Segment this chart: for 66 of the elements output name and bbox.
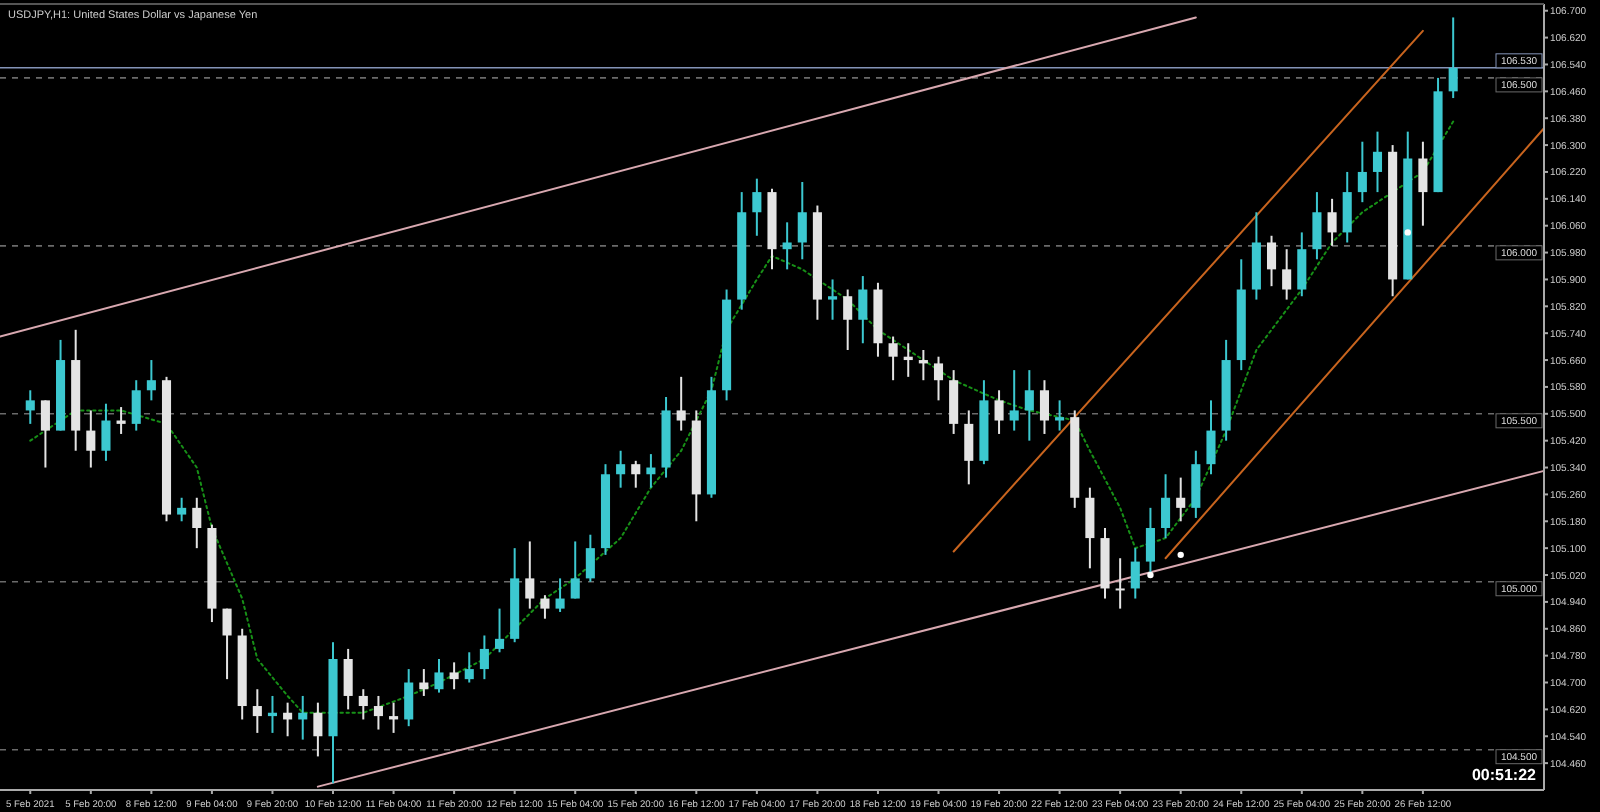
candlestick [40, 399, 50, 469]
candlestick [1145, 506, 1155, 577]
candlestick [949, 369, 959, 435]
candlestick [1282, 248, 1292, 301]
candlestick [540, 594, 550, 620]
point [1147, 571, 1154, 579]
candlestick [343, 647, 353, 711]
candlestick [358, 688, 368, 721]
candlestick [449, 661, 459, 691]
candlestick [1266, 234, 1277, 288]
candlestick [146, 359, 156, 402]
candlestick [434, 658, 444, 694]
candlestick [782, 221, 792, 271]
candlestick [1251, 211, 1261, 301]
candlestick [570, 540, 580, 600]
candlestick [101, 402, 111, 462]
candlestick [1024, 369, 1034, 442]
candlestick [313, 701, 323, 758]
candlestick [1009, 369, 1019, 432]
candlestick [86, 409, 96, 469]
candlestick [585, 533, 595, 583]
candlestick [858, 275, 868, 345]
candlestick [1039, 379, 1050, 435]
candlestick [1448, 16, 1458, 100]
candlestick [192, 496, 202, 550]
candlestick [933, 355, 944, 402]
candlestick [1055, 399, 1065, 432]
candlestick [373, 694, 383, 731]
candlestick [616, 449, 626, 489]
candlestick [964, 409, 974, 486]
candlestick [1357, 140, 1367, 204]
candlestick [1130, 547, 1140, 600]
candlestick [525, 540, 535, 610]
candlestick [1206, 399, 1216, 476]
candlestick [1115, 557, 1125, 610]
candlestick [464, 651, 474, 684]
candlestick [1161, 473, 1171, 540]
candlestick [888, 335, 898, 382]
candlestick [1372, 130, 1383, 194]
candlestick [631, 459, 641, 489]
candlestick [828, 278, 838, 321]
candlestick [1176, 476, 1186, 523]
candlestick [1327, 197, 1337, 247]
candlestick [994, 389, 1004, 435]
candlestick [222, 607, 232, 681]
candlestick [1297, 231, 1307, 298]
candlestick [404, 668, 414, 728]
candlestick [797, 181, 807, 261]
candlestick [1342, 170, 1352, 244]
candlestick [555, 577, 565, 613]
candlestick [752, 177, 762, 237]
candlestick [252, 688, 262, 734]
candlestick [494, 607, 505, 654]
candlestick [1085, 486, 1095, 570]
candlestick [1191, 449, 1201, 519]
candlestick [843, 288, 853, 351]
point [1177, 551, 1184, 559]
candlestick [1312, 191, 1322, 261]
candlestick [479, 634, 489, 681]
candlestick [25, 389, 35, 425]
point [1404, 229, 1411, 236]
annotation: 00:51:22 [1471, 766, 1538, 784]
candlestick [177, 496, 187, 523]
candlestick [676, 375, 686, 432]
candlestick [1418, 140, 1428, 227]
candlestick [131, 379, 141, 432]
